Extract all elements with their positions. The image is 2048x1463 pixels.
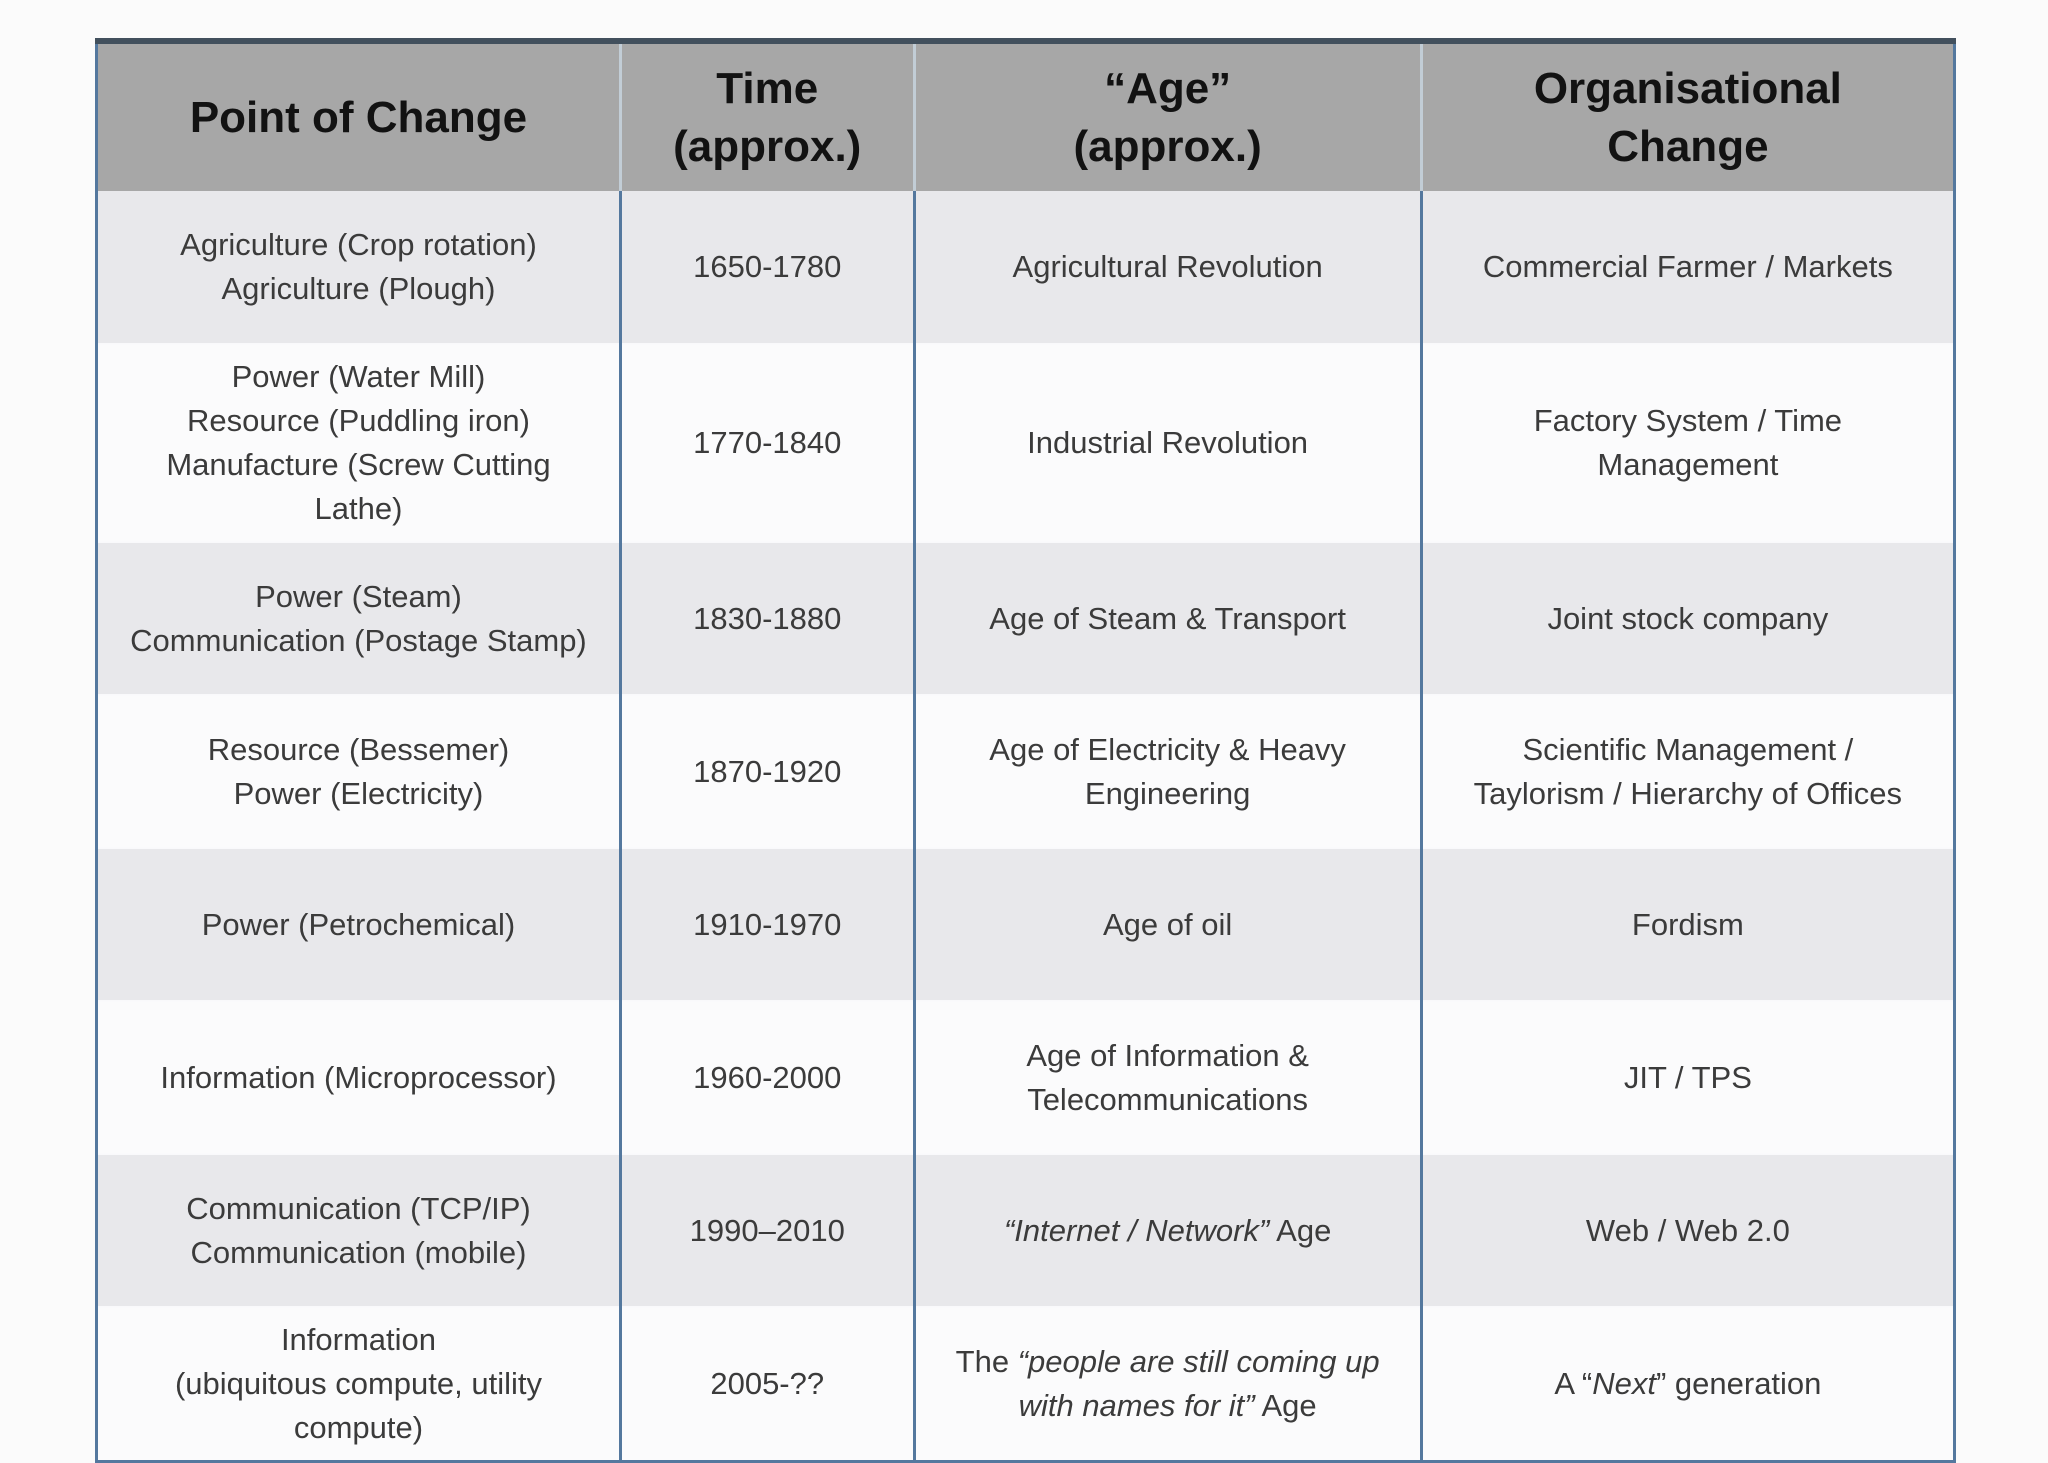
cell-text: JIT / TPS	[1623, 1059, 1752, 1095]
cell-time: 1910-1970	[618, 847, 915, 1002]
cell-text: Communication (TCP/IP) Communication (mo…	[186, 1190, 531, 1270]
cell-text: Web / Web 2.0	[1585, 1212, 1790, 1248]
cell-text: A “	[1554, 1366, 1593, 1402]
cell-time: 1830-1880	[618, 541, 915, 696]
cell-text: Power (Petrochemical)	[201, 906, 516, 942]
table-row: Power (Steam) Communication (Postage Sta…	[96, 541, 1955, 696]
cell-text: Power (Water Mill) Resource (Puddling ir…	[166, 359, 551, 527]
cell-text: 1990–2010	[689, 1212, 845, 1248]
table-row: Power (Petrochemical) 1910-1970 Age of o…	[96, 847, 1955, 1002]
cell-text: 1910-1970	[693, 906, 842, 942]
cell-organisational-change: Joint stock company	[1419, 541, 1955, 696]
cell-time: 1650-1780	[618, 191, 915, 344]
cell-point-of-change: Information (Microprocessor)	[96, 1000, 621, 1155]
table-row: Resource (Bessemer) Power (Electricity) …	[96, 694, 1955, 849]
cell-text: Industrial Revolution	[1027, 425, 1309, 461]
cell-text: ” generation	[1655, 1366, 1822, 1402]
cell-organisational-change: Fordism	[1419, 847, 1955, 1002]
cell-organisational-change: Commercial Farmer / Markets	[1419, 191, 1955, 344]
cell-point-of-change: Power (Water Mill) Resource (Puddling ir…	[96, 342, 621, 543]
cell-age: Age of oil	[912, 847, 1422, 1002]
cell-point-of-change: Agriculture (Crop rotation) Agriculture …	[96, 191, 621, 344]
cell-organisational-change: A “Next” generation	[1419, 1306, 1955, 1462]
cell-point-of-change: Information (ubiquitous compute, utility…	[96, 1306, 621, 1462]
cell-text: 1650-1780	[693, 248, 842, 284]
cell-text: Agricultural Revolution	[1012, 248, 1323, 284]
cell-organisational-change: JIT / TPS	[1419, 1000, 1955, 1155]
cell-age: Industrial Revolution	[912, 342, 1422, 543]
cell-point-of-change: Power (Steam) Communication (Postage Sta…	[96, 541, 621, 696]
cell-age: Age of Electricity & Heavy Engineering	[912, 694, 1422, 849]
table-row: Communication (TCP/IP) Communication (mo…	[96, 1153, 1955, 1308]
cell-text: Joint stock company	[1547, 600, 1829, 636]
cell-text: Age	[1254, 1388, 1317, 1424]
cell-text: The	[955, 1344, 1018, 1380]
cell-time: 2005-??	[618, 1306, 915, 1462]
cell-age: Agricultural Revolution	[912, 191, 1422, 344]
cell-text: Fordism	[1631, 906, 1744, 942]
cell-text: 1830-1880	[693, 600, 842, 636]
cell-text: Power (Steam) Communication (Postage Sta…	[130, 578, 587, 658]
cell-text: Age of Electricity & Heavy Engineering	[989, 731, 1346, 811]
cell-age: The “people are still coming up with nam…	[912, 1306, 1422, 1462]
cell-age: Age of Steam & Transport	[912, 541, 1422, 696]
table-row: Agriculture (Crop rotation) Agriculture …	[96, 191, 1955, 344]
cell-text: Age of oil	[1102, 906, 1233, 942]
cell-time: 1990–2010	[618, 1153, 915, 1308]
cell-point-of-change: Communication (TCP/IP) Communication (mo…	[96, 1153, 621, 1308]
cell-text: “people are still coming up with names f…	[1017, 1344, 1380, 1424]
cell-time: 1870-1920	[618, 694, 915, 849]
cell-text: 1770-1840	[693, 425, 842, 461]
cell-age: Age of Information & Telecommunications	[912, 1000, 1422, 1155]
table-row: Power (Water Mill) Resource (Puddling ir…	[96, 342, 1955, 543]
cell-text: 1870-1920	[693, 753, 842, 789]
cell-text: Information (Microprocessor)	[160, 1059, 557, 1095]
cell-text: 1960-2000	[693, 1059, 842, 1095]
table-row: Information (ubiquitous compute, utility…	[96, 1306, 1955, 1462]
cell-organisational-change: Scientific Management / Taylorism / Hier…	[1419, 694, 1955, 849]
cell-text: Factory System / Time Management	[1533, 403, 1843, 483]
header-time: Time (approx.)	[618, 41, 915, 191]
cell-time: 1770-1840	[618, 342, 915, 543]
table-row: Information (Microprocessor) 1960-2000 A…	[96, 1000, 1955, 1155]
cell-age: “Internet / Network” Age	[912, 1153, 1422, 1308]
header-organisational-change: Organisational Change	[1419, 41, 1955, 191]
cell-text: Commercial Farmer / Markets	[1482, 248, 1893, 284]
eras-table: Point of Change Time (approx.) “Age” (ap…	[95, 38, 1956, 1463]
cell-text: Next	[1592, 1366, 1656, 1402]
cell-time: 1960-2000	[618, 1000, 915, 1155]
header-point-of-change: Point of Change	[96, 41, 621, 191]
cell-text: Scientific Management / Taylorism / Hier…	[1473, 731, 1903, 811]
cell-point-of-change: Resource (Bessemer) Power (Electricity)	[96, 694, 621, 849]
cell-point-of-change: Power (Petrochemical)	[96, 847, 621, 1002]
cell-organisational-change: Factory System / Time Management	[1419, 342, 1955, 543]
cell-text: Age of Information & Telecommunications	[1026, 1037, 1309, 1117]
cell-text: 2005-??	[710, 1366, 825, 1402]
cell-organisational-change: Web / Web 2.0	[1419, 1153, 1955, 1308]
cell-text: Information (ubiquitous compute, utility…	[174, 1322, 542, 1446]
header-age: “Age” (approx.)	[912, 41, 1422, 191]
cell-text: “Internet / Network”	[1003, 1212, 1270, 1248]
cell-text: Resource (Bessemer) Power (Electricity)	[207, 731, 510, 811]
cell-text: Age	[1269, 1212, 1332, 1248]
cell-text: Agriculture (Crop rotation) Agriculture …	[180, 226, 537, 306]
header-row: Point of Change Time (approx.) “Age” (ap…	[96, 41, 1955, 191]
cell-text: Age of Steam & Transport	[989, 600, 1346, 636]
